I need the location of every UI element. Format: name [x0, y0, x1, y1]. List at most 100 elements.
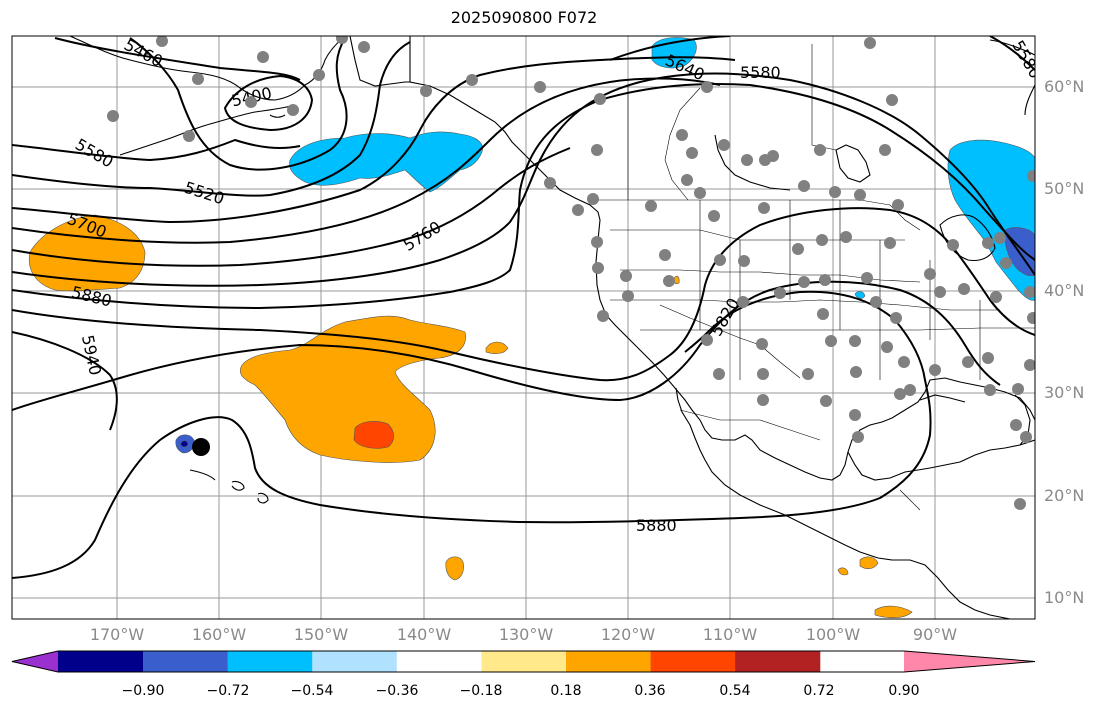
colorbar-bin	[735, 651, 821, 672]
station-dot	[982, 237, 994, 249]
coastlines	[69, 36, 1035, 619]
station-dot	[592, 262, 604, 274]
lon-label: 170°W	[89, 625, 145, 644]
station-dot	[257, 51, 269, 63]
station-dot	[864, 37, 876, 49]
station-dot	[591, 236, 603, 248]
station-dot	[420, 85, 432, 97]
station-dot	[870, 296, 882, 308]
station-dot	[852, 431, 864, 443]
station-dot	[1027, 170, 1035, 182]
colorbar	[11, 650, 1036, 673]
station-dot	[825, 335, 837, 347]
station-dot	[686, 147, 698, 159]
station-dot	[659, 249, 671, 261]
lon-label: 140°W	[396, 625, 452, 644]
station-dot	[620, 270, 632, 282]
lat-label: 30°N	[1044, 383, 1085, 402]
station-dot	[849, 409, 861, 421]
colorbar-bin	[143, 651, 229, 672]
station-dot	[757, 368, 769, 380]
station-dot	[879, 144, 891, 156]
station-dot	[861, 272, 873, 284]
colorbar-bin	[650, 651, 736, 672]
station-dot	[1027, 312, 1035, 324]
storm-center-marker	[192, 438, 210, 456]
political-borders	[409, 36, 1035, 511]
station-dot	[947, 239, 959, 251]
station-dot	[819, 274, 831, 286]
station-dot	[849, 335, 861, 347]
colorbar-bin	[396, 651, 482, 672]
lat-label: 50°N	[1044, 179, 1085, 198]
station-dot	[840, 231, 852, 243]
station-dot	[597, 310, 609, 322]
contour-label: 5520	[182, 178, 227, 209]
colorbar-tick-label: 0.18	[550, 683, 582, 699]
station-dot	[892, 199, 904, 211]
station-dot	[982, 352, 994, 364]
lon-label: 160°W	[191, 625, 247, 644]
colorbar-bin	[58, 651, 144, 672]
station-dot	[107, 110, 119, 122]
lon-label: 100°W	[805, 625, 861, 644]
lon-label: 150°W	[293, 625, 349, 644]
station-dot	[694, 187, 706, 199]
station-dot	[884, 237, 896, 249]
station-dot	[816, 234, 828, 246]
station-dot	[962, 356, 974, 368]
station-dot	[313, 69, 325, 81]
station-dot	[1024, 359, 1035, 371]
colorbar-tick-label: 0.90	[888, 683, 920, 699]
station-dot	[758, 202, 770, 214]
colorbar-extend-low	[12, 651, 58, 672]
station-dot	[802, 368, 814, 380]
station-dot	[1024, 286, 1035, 298]
station-dot	[183, 130, 195, 142]
station-dot	[1012, 383, 1024, 395]
station-dot	[336, 36, 348, 44]
station-dot	[898, 356, 910, 368]
station-dot	[958, 283, 970, 295]
station-dot	[1000, 257, 1012, 269]
colorbar-bin	[227, 651, 313, 672]
station-dot	[854, 189, 866, 201]
colorbar-tick-label: 0.36	[634, 683, 666, 699]
station-dot	[622, 290, 634, 302]
station-dot	[774, 287, 786, 299]
colorbar-extend-high	[904, 651, 1035, 672]
station-dot	[645, 200, 657, 212]
positive-anomaly-fills	[28, 214, 913, 618]
station-dot	[701, 81, 713, 93]
station-dot	[757, 394, 769, 406]
lon-label: 130°W	[498, 625, 554, 644]
lat-label: 20°N	[1044, 486, 1085, 505]
station-dot	[741, 154, 753, 166]
colorbar-tick-label: −0.72	[206, 683, 250, 699]
station-dot	[756, 338, 768, 350]
station-dot	[587, 193, 599, 205]
contour-label: 5940	[78, 333, 105, 377]
contour-label: 5580	[72, 135, 117, 172]
colorbar-outline	[11, 650, 1036, 673]
colorbar-tick-label: −0.18	[459, 683, 503, 699]
station-dot	[737, 296, 749, 308]
height-contours	[12, 36, 1035, 579]
colorbar-tick-label: −0.90	[121, 683, 165, 699]
station-dot	[924, 268, 936, 280]
station-dot	[1020, 431, 1032, 443]
station-dot	[676, 129, 688, 141]
contour-label: 5760	[400, 217, 445, 255]
station-dot	[466, 74, 478, 86]
station-dot	[990, 291, 1002, 303]
station-dot	[714, 254, 726, 266]
lon-label: 110°W	[702, 625, 758, 644]
contour-label: 5880	[636, 516, 677, 535]
lat-label: 60°N	[1044, 77, 1085, 96]
station-dot	[358, 41, 370, 53]
map-title: 2025090800 F072	[450, 8, 598, 27]
station-dot	[713, 368, 725, 380]
colorbar-tick-label: 0.54	[719, 683, 751, 699]
station-dot	[534, 81, 546, 93]
